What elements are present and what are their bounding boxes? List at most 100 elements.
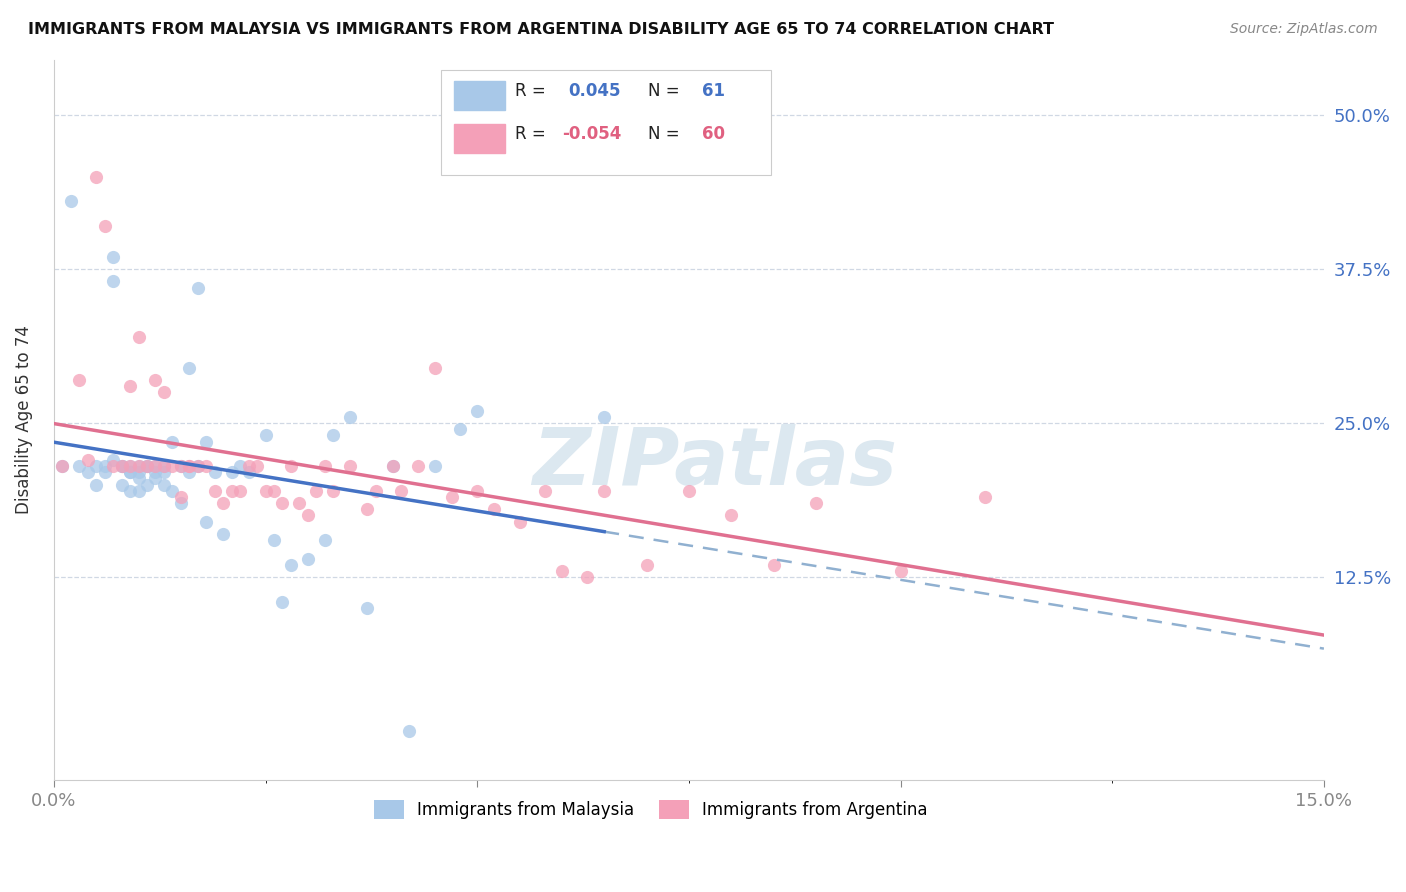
FancyBboxPatch shape bbox=[454, 81, 505, 110]
Point bbox=[636, 558, 658, 572]
Point bbox=[93, 465, 115, 479]
Point bbox=[118, 465, 141, 479]
Point bbox=[406, 459, 429, 474]
Legend: Immigrants from Malaysia, Immigrants from Argentina: Immigrants from Malaysia, Immigrants fro… bbox=[367, 794, 935, 826]
Point bbox=[153, 459, 176, 474]
Point bbox=[145, 465, 167, 479]
Point bbox=[238, 465, 260, 479]
Point bbox=[297, 551, 319, 566]
Point bbox=[162, 459, 184, 474]
Point bbox=[179, 465, 201, 479]
Point bbox=[101, 274, 124, 288]
Point bbox=[593, 409, 616, 424]
Point bbox=[263, 533, 285, 547]
Point bbox=[423, 459, 446, 474]
Point bbox=[423, 360, 446, 375]
Point bbox=[179, 459, 201, 474]
Point bbox=[128, 330, 150, 344]
Point bbox=[59, 194, 82, 209]
Point bbox=[221, 483, 243, 498]
Point bbox=[110, 459, 132, 474]
Point bbox=[364, 483, 387, 498]
Point bbox=[162, 434, 184, 449]
Point bbox=[440, 490, 463, 504]
Point bbox=[238, 459, 260, 474]
Point bbox=[118, 465, 141, 479]
Point bbox=[339, 409, 361, 424]
Text: 61: 61 bbox=[702, 81, 724, 100]
Point bbox=[170, 459, 193, 474]
Point bbox=[254, 428, 277, 442]
Point bbox=[381, 459, 404, 474]
Point bbox=[314, 459, 336, 474]
Text: Source: ZipAtlas.com: Source: ZipAtlas.com bbox=[1230, 22, 1378, 37]
Point bbox=[221, 465, 243, 479]
Text: N =: N = bbox=[648, 81, 685, 100]
Point bbox=[67, 459, 90, 474]
Point bbox=[482, 502, 505, 516]
Point bbox=[118, 459, 141, 474]
Point bbox=[93, 459, 115, 474]
Point bbox=[179, 360, 201, 375]
Point bbox=[128, 459, 150, 474]
FancyBboxPatch shape bbox=[454, 125, 505, 153]
Point bbox=[145, 459, 167, 474]
Point bbox=[280, 558, 302, 572]
Point bbox=[76, 453, 98, 467]
Point bbox=[93, 219, 115, 233]
Point bbox=[551, 564, 574, 578]
Point bbox=[195, 434, 218, 449]
Point bbox=[51, 459, 73, 474]
Point bbox=[720, 508, 742, 523]
Point bbox=[381, 459, 404, 474]
Point bbox=[271, 595, 294, 609]
Point bbox=[195, 459, 218, 474]
Point bbox=[136, 459, 159, 474]
Point bbox=[128, 465, 150, 479]
Point bbox=[974, 490, 997, 504]
Y-axis label: Disability Age 65 to 74: Disability Age 65 to 74 bbox=[15, 326, 32, 515]
Point bbox=[389, 483, 412, 498]
Text: 0.045: 0.045 bbox=[568, 81, 620, 100]
Point bbox=[246, 459, 269, 474]
Point bbox=[110, 459, 132, 474]
Point bbox=[51, 459, 73, 474]
Point bbox=[145, 459, 167, 474]
Point bbox=[153, 385, 176, 400]
Point bbox=[356, 502, 378, 516]
Point bbox=[534, 483, 557, 498]
Point bbox=[398, 724, 420, 739]
Point bbox=[271, 496, 294, 510]
Point bbox=[263, 483, 285, 498]
Point bbox=[509, 515, 531, 529]
Text: IMMIGRANTS FROM MALAYSIA VS IMMIGRANTS FROM ARGENTINA DISABILITY AGE 65 TO 74 CO: IMMIGRANTS FROM MALAYSIA VS IMMIGRANTS F… bbox=[28, 22, 1054, 37]
Point bbox=[576, 570, 599, 584]
Point bbox=[305, 483, 328, 498]
Point bbox=[170, 490, 193, 504]
Point bbox=[229, 459, 252, 474]
Point bbox=[170, 496, 193, 510]
Point bbox=[136, 459, 159, 474]
Point bbox=[297, 508, 319, 523]
Point bbox=[110, 459, 132, 474]
Point bbox=[288, 496, 311, 510]
Point bbox=[804, 496, 827, 510]
Point bbox=[153, 477, 176, 491]
Point bbox=[101, 250, 124, 264]
Point bbox=[212, 527, 235, 541]
Point bbox=[187, 280, 209, 294]
Point bbox=[145, 373, 167, 387]
Point bbox=[593, 483, 616, 498]
Point bbox=[229, 483, 252, 498]
Point bbox=[67, 373, 90, 387]
Point bbox=[118, 379, 141, 393]
Point bbox=[136, 459, 159, 474]
Point bbox=[465, 403, 488, 417]
Point bbox=[212, 496, 235, 510]
Point bbox=[153, 459, 176, 474]
Text: N =: N = bbox=[648, 125, 685, 143]
Point bbox=[195, 515, 218, 529]
Point bbox=[465, 483, 488, 498]
Point bbox=[128, 483, 150, 498]
Point bbox=[280, 459, 302, 474]
